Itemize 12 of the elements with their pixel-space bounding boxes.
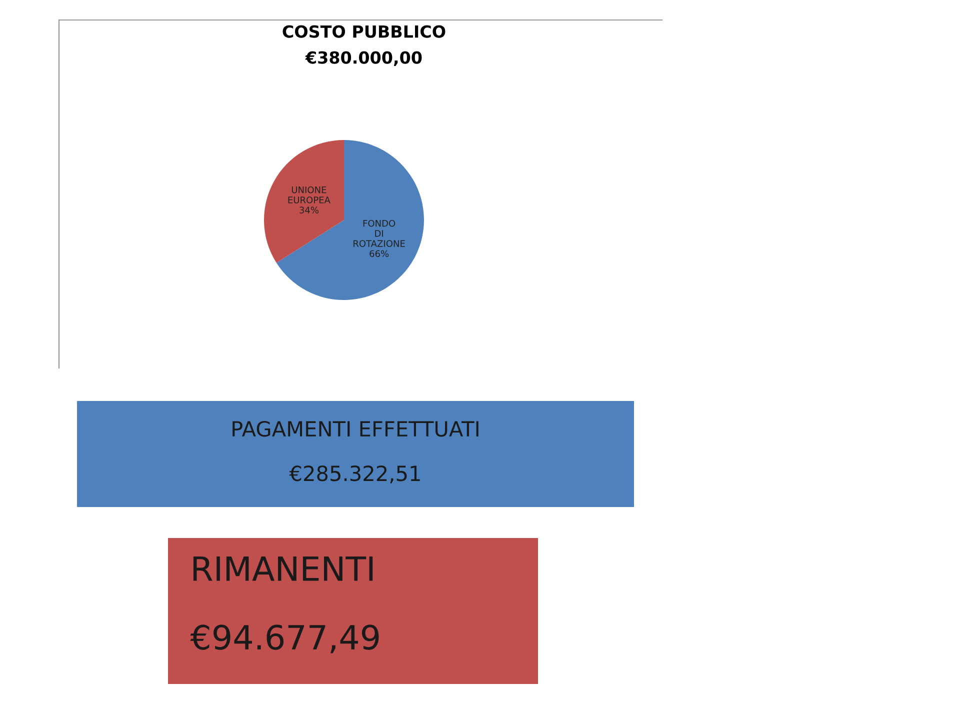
slice-label: FONDO DI ROTAZIONE — [354, 220, 405, 247]
text: PAGAMENTI EFFETTUATI — [232, 420, 478, 437]
chart-title: COSTO PUBBLICO — [282, 25, 446, 38]
text: RIMANENTI — [193, 556, 373, 581]
text: €285.322,51 — [289, 465, 420, 484]
pie-slice — [264, 140, 344, 263]
slice-label: UNIONE EUROPEA — [288, 186, 330, 204]
text: €94.677,49 — [190, 624, 379, 654]
pie-slice — [276, 140, 424, 300]
data-label: 34% — [300, 206, 318, 214]
data-label: 66% — [370, 250, 389, 258]
chart-subtitle: €380.000,00 — [305, 51, 422, 66]
